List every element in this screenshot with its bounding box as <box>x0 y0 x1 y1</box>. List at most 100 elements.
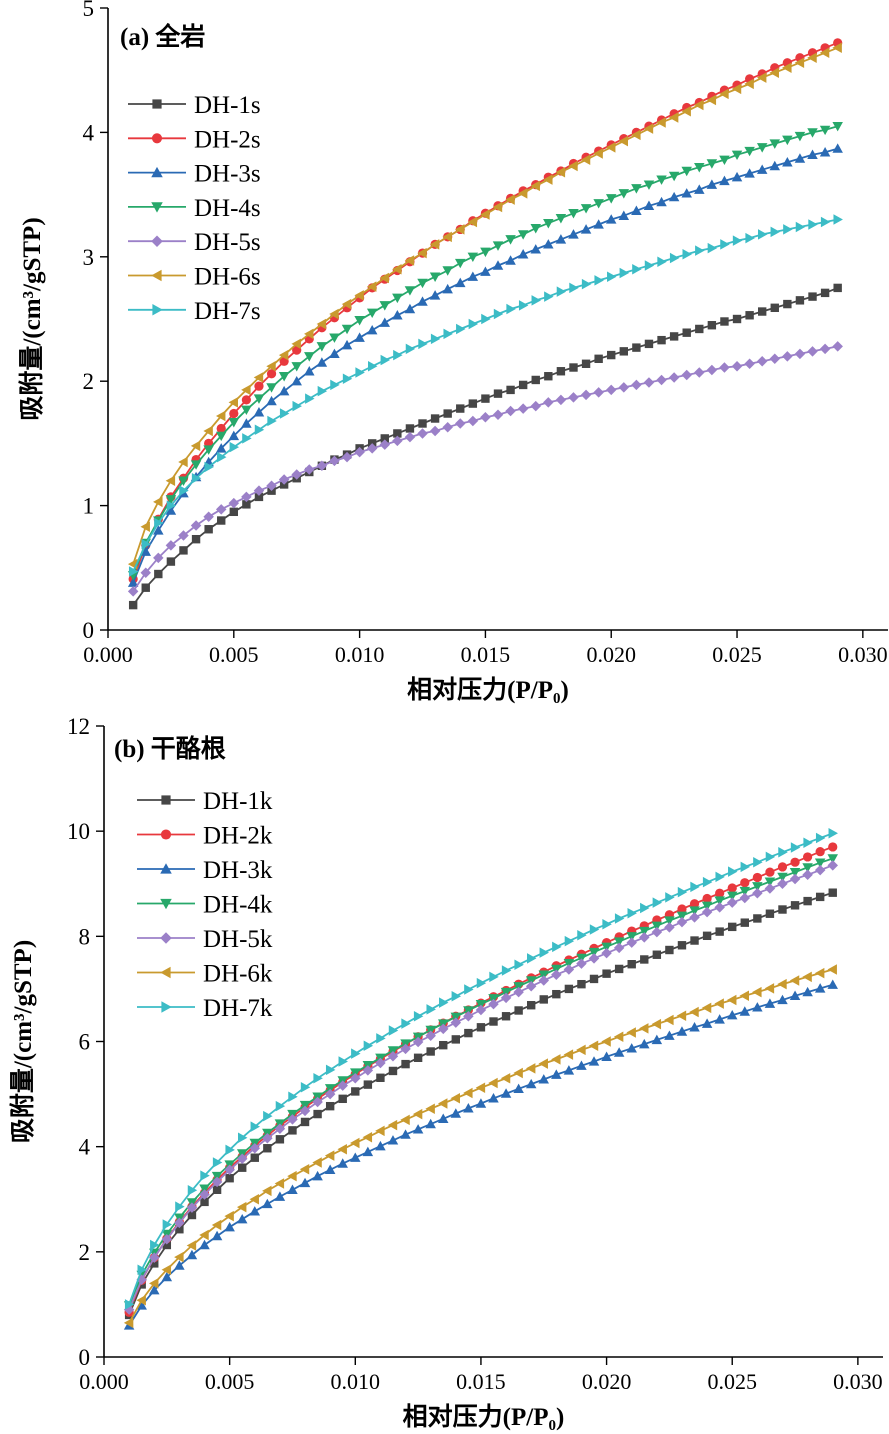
data-point <box>744 168 755 178</box>
data-point <box>362 1131 373 1143</box>
data-point <box>639 932 650 943</box>
data-point <box>665 945 674 955</box>
data-point <box>783 299 792 309</box>
data-point <box>127 586 139 597</box>
series-DH-5k <box>123 860 838 1315</box>
data-point <box>401 1059 410 1069</box>
data-point <box>405 343 416 355</box>
data-point <box>769 353 781 365</box>
data-point <box>669 252 680 264</box>
data-point <box>530 223 541 234</box>
data-point <box>228 397 239 408</box>
data-point <box>150 1259 159 1268</box>
data-point <box>229 507 239 517</box>
data-point <box>726 1009 738 1020</box>
data-point <box>605 142 616 153</box>
data-point <box>463 1011 474 1022</box>
data-point <box>241 384 251 396</box>
data-point <box>393 349 403 361</box>
data-point <box>404 286 416 296</box>
legend-entry: DH-4k <box>137 892 273 919</box>
data-point <box>455 258 466 269</box>
data-point <box>828 828 838 839</box>
data-point <box>819 343 831 355</box>
data-point <box>187 1185 198 1196</box>
data-point <box>287 1184 298 1194</box>
y-tick-label: 3 <box>83 245 95 270</box>
data-point <box>337 1080 348 1091</box>
data-point <box>442 421 453 433</box>
data-point <box>714 998 724 1009</box>
data-point <box>174 1251 184 1263</box>
data-point <box>211 1230 223 1241</box>
data-point <box>481 313 491 325</box>
data-point <box>526 1001 536 1010</box>
data-point <box>501 1012 511 1021</box>
data-point <box>808 292 817 301</box>
data-point <box>476 1023 486 1032</box>
data-point <box>739 990 749 1002</box>
data-point <box>451 1035 461 1044</box>
panel-b: 0.000 0.005 0.010 0.015 0.020 0.025 0.030 0 2 4 6 8… <box>9 714 883 1431</box>
legend-label: DH-7s <box>194 298 261 325</box>
data-point <box>694 99 704 111</box>
legend-label: DH-6k <box>203 961 273 988</box>
data-point <box>525 976 537 986</box>
data-point <box>337 1144 347 1155</box>
data-point <box>190 520 202 531</box>
data-point <box>400 1129 411 1139</box>
data-point <box>430 333 441 345</box>
data-point <box>701 1018 713 1028</box>
data-point <box>526 953 537 964</box>
data-point <box>439 997 449 1008</box>
data-point <box>794 348 806 360</box>
data-point <box>199 1189 210 1200</box>
data-point <box>338 1094 347 1104</box>
x-tick-label: 0.025 <box>707 1369 757 1394</box>
data-point <box>657 256 667 268</box>
data-point <box>203 425 213 437</box>
data-point <box>514 959 524 970</box>
panel-a: 0.000 0.005 0.010 0.015 0.020 0.025 0.030 0 1 2 3 4… <box>18 0 888 704</box>
data-point <box>354 316 365 326</box>
data-point <box>275 1135 285 1144</box>
data-point <box>726 994 737 1006</box>
data-point <box>236 1213 248 1224</box>
data-point <box>752 872 762 883</box>
legend-marker <box>160 863 172 874</box>
data-point <box>288 1126 297 1135</box>
data-point <box>602 918 612 930</box>
data-point <box>304 328 314 340</box>
data-point <box>190 460 202 470</box>
data-point <box>580 204 592 214</box>
legend-marker <box>160 898 172 910</box>
data-point <box>639 1038 650 1049</box>
data-point <box>375 1125 385 1137</box>
data-point <box>530 400 541 412</box>
data-point <box>580 389 592 401</box>
data-point <box>619 267 630 279</box>
data-point <box>228 497 240 509</box>
data-point <box>249 1194 259 1205</box>
data-point <box>217 451 227 463</box>
data-point <box>613 937 625 947</box>
data-point <box>442 283 453 294</box>
data-point <box>250 1153 259 1162</box>
data-point <box>627 907 637 919</box>
data-point <box>225 1174 234 1183</box>
data-point <box>505 194 515 205</box>
data-point <box>316 318 327 330</box>
data-point <box>651 926 663 938</box>
data-point <box>740 861 751 873</box>
data-point <box>450 1012 462 1023</box>
data-point <box>728 922 737 932</box>
data-point <box>464 984 474 995</box>
x-tick-label: 0.015 <box>461 642 511 667</box>
data-point <box>299 1100 311 1111</box>
data-point <box>312 1096 323 1108</box>
data-point <box>551 969 562 980</box>
data-point <box>676 916 688 928</box>
data-point <box>329 455 340 467</box>
data-point <box>769 139 781 149</box>
